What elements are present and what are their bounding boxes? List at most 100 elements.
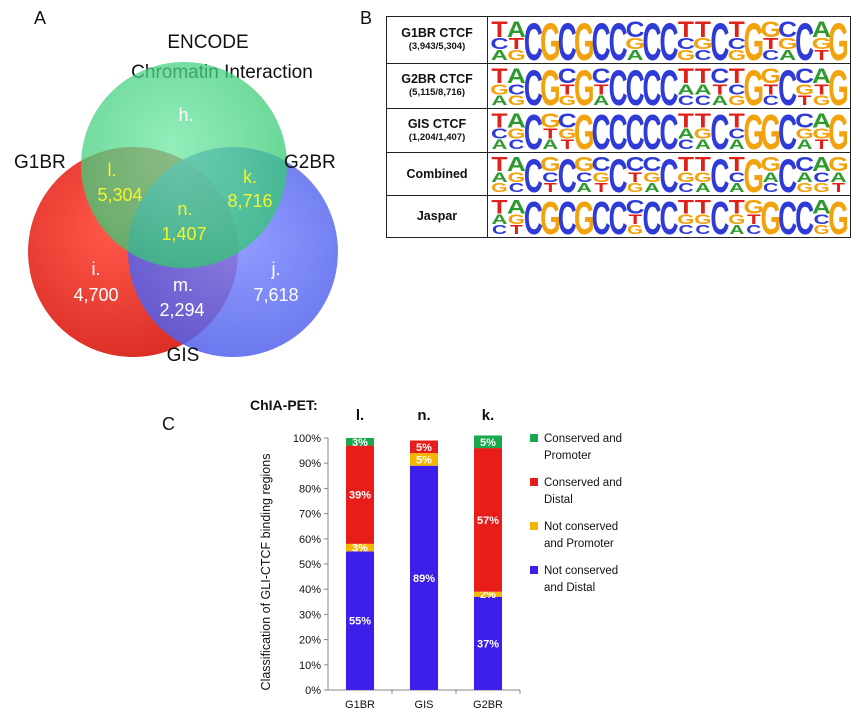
logo-letter: C	[558, 65, 577, 88]
logo-letter: G	[508, 92, 525, 107]
y-tick-label: 70%	[299, 509, 321, 521]
y-tick-label: 90%	[299, 458, 321, 470]
bar-value-label: 89%	[413, 573, 435, 585]
logo-letter: C	[677, 35, 695, 52]
logo-letter: C	[710, 197, 729, 236]
logo-letter: A	[729, 136, 745, 151]
logo-letter: G	[559, 92, 576, 107]
logo-letter: T	[832, 180, 845, 194]
bar-value-label: 57%	[477, 515, 499, 527]
venn-circle-encode	[81, 62, 287, 268]
logo-letter: G	[643, 170, 661, 186]
venn-region-m-value: 2,294	[159, 300, 204, 320]
legend-label: Conserved and	[544, 433, 622, 445]
logo-letter: G	[828, 197, 848, 236]
logo-letter: G	[828, 110, 848, 151]
logo-letter: T	[678, 197, 694, 218]
logo-letter: A	[491, 92, 508, 107]
logo-letter: G	[507, 126, 525, 142]
logo-letter: A	[491, 47, 508, 62]
logo-letter: G	[574, 110, 594, 151]
venn-region-k-value: 8,716	[227, 191, 272, 211]
logo-letter: T	[814, 82, 830, 98]
logo-letter: G	[574, 65, 594, 107]
logo-letter: G	[574, 154, 594, 175]
venn-region-m-label: m.	[173, 275, 193, 295]
logo-letter: G	[694, 126, 712, 142]
logo-letter: C	[626, 110, 645, 151]
y-tick-label: 100%	[293, 433, 321, 445]
logo-letter: A	[644, 180, 660, 194]
logo-letter: A	[507, 197, 526, 218]
logo-letter: C	[626, 65, 645, 107]
logo-letter: C	[643, 110, 662, 151]
logo-letter: C	[626, 18, 645, 42]
logo-letter: C	[609, 18, 628, 62]
logo-letter: C	[626, 154, 645, 175]
logo-letter: A	[507, 110, 526, 132]
logo-letter: T	[491, 110, 508, 132]
logo-letter: G	[507, 47, 525, 62]
venn-region-l-value: 5,304	[97, 185, 142, 205]
logo-letter: G	[813, 180, 830, 194]
logo-letter: C	[710, 18, 729, 62]
legend-swatch	[530, 478, 538, 486]
logo-letter: T	[814, 47, 828, 62]
logo-letter: C	[762, 47, 779, 62]
logo-letter: T	[763, 35, 779, 52]
logo-letter: A	[542, 136, 558, 151]
logo-letter: C	[814, 211, 830, 227]
logo-letter: C	[659, 18, 678, 62]
logo-letter: C	[710, 154, 729, 194]
logo-letter: G	[796, 180, 813, 194]
panel-letter-c: C	[162, 414, 175, 434]
venn-title-line1: ENCODE	[167, 32, 248, 53]
venn-set-right: G2BR	[284, 152, 336, 173]
logo-letter: G	[796, 126, 814, 142]
logo-letter: G	[728, 211, 745, 227]
logo-letter: A	[507, 65, 526, 88]
logo-letter: C	[558, 154, 577, 194]
logo-letter: T	[729, 65, 746, 88]
bar-value-label: 5%	[416, 442, 432, 454]
bar-segment	[410, 453, 438, 466]
logo-letter: T	[491, 18, 507, 42]
logo-letter: C	[491, 126, 508, 142]
logo-letter: T	[628, 211, 642, 227]
category-top-label: k.	[482, 407, 495, 424]
motif-count: (3,943/5,304)	[408, 41, 466, 52]
logo-letter: C	[643, 65, 662, 107]
logo-letter: A	[812, 18, 831, 42]
logo-letter: A	[677, 82, 694, 98]
logo-letter: G	[574, 197, 594, 236]
logo-letter: A	[491, 211, 507, 227]
logo-letter: G	[574, 18, 594, 62]
venn-set-left: G1BR	[14, 152, 66, 173]
motif-row-label: G1BR CTCF (3,943/5,304)	[386, 16, 488, 64]
venn-region-j-value: 7,618	[253, 285, 298, 305]
venn-region-j-label: j.	[271, 259, 281, 279]
logo-letter: T	[695, 110, 712, 132]
logo-letter: C	[795, 65, 814, 88]
logo-letter: T	[798, 92, 812, 107]
logo-letter: G	[677, 211, 694, 227]
logo-letter: C	[576, 170, 593, 186]
motif-name: G2BR CTCF	[401, 72, 473, 86]
logo-letter: A	[577, 180, 593, 194]
logo-letter: G	[814, 222, 830, 236]
logo-letter: C	[592, 18, 611, 62]
logo-letter: G	[558, 126, 576, 142]
logo-letter: C	[778, 110, 797, 151]
logo-letter: T	[510, 222, 523, 236]
bar-segment	[346, 543, 374, 552]
logo-letter: G	[795, 82, 814, 98]
logo-letter: G	[744, 197, 764, 218]
logo-letter: G	[540, 154, 560, 175]
logo-letter: T	[491, 154, 508, 175]
logo-letter: A	[507, 18, 526, 42]
logo-letter: C	[795, 197, 814, 236]
